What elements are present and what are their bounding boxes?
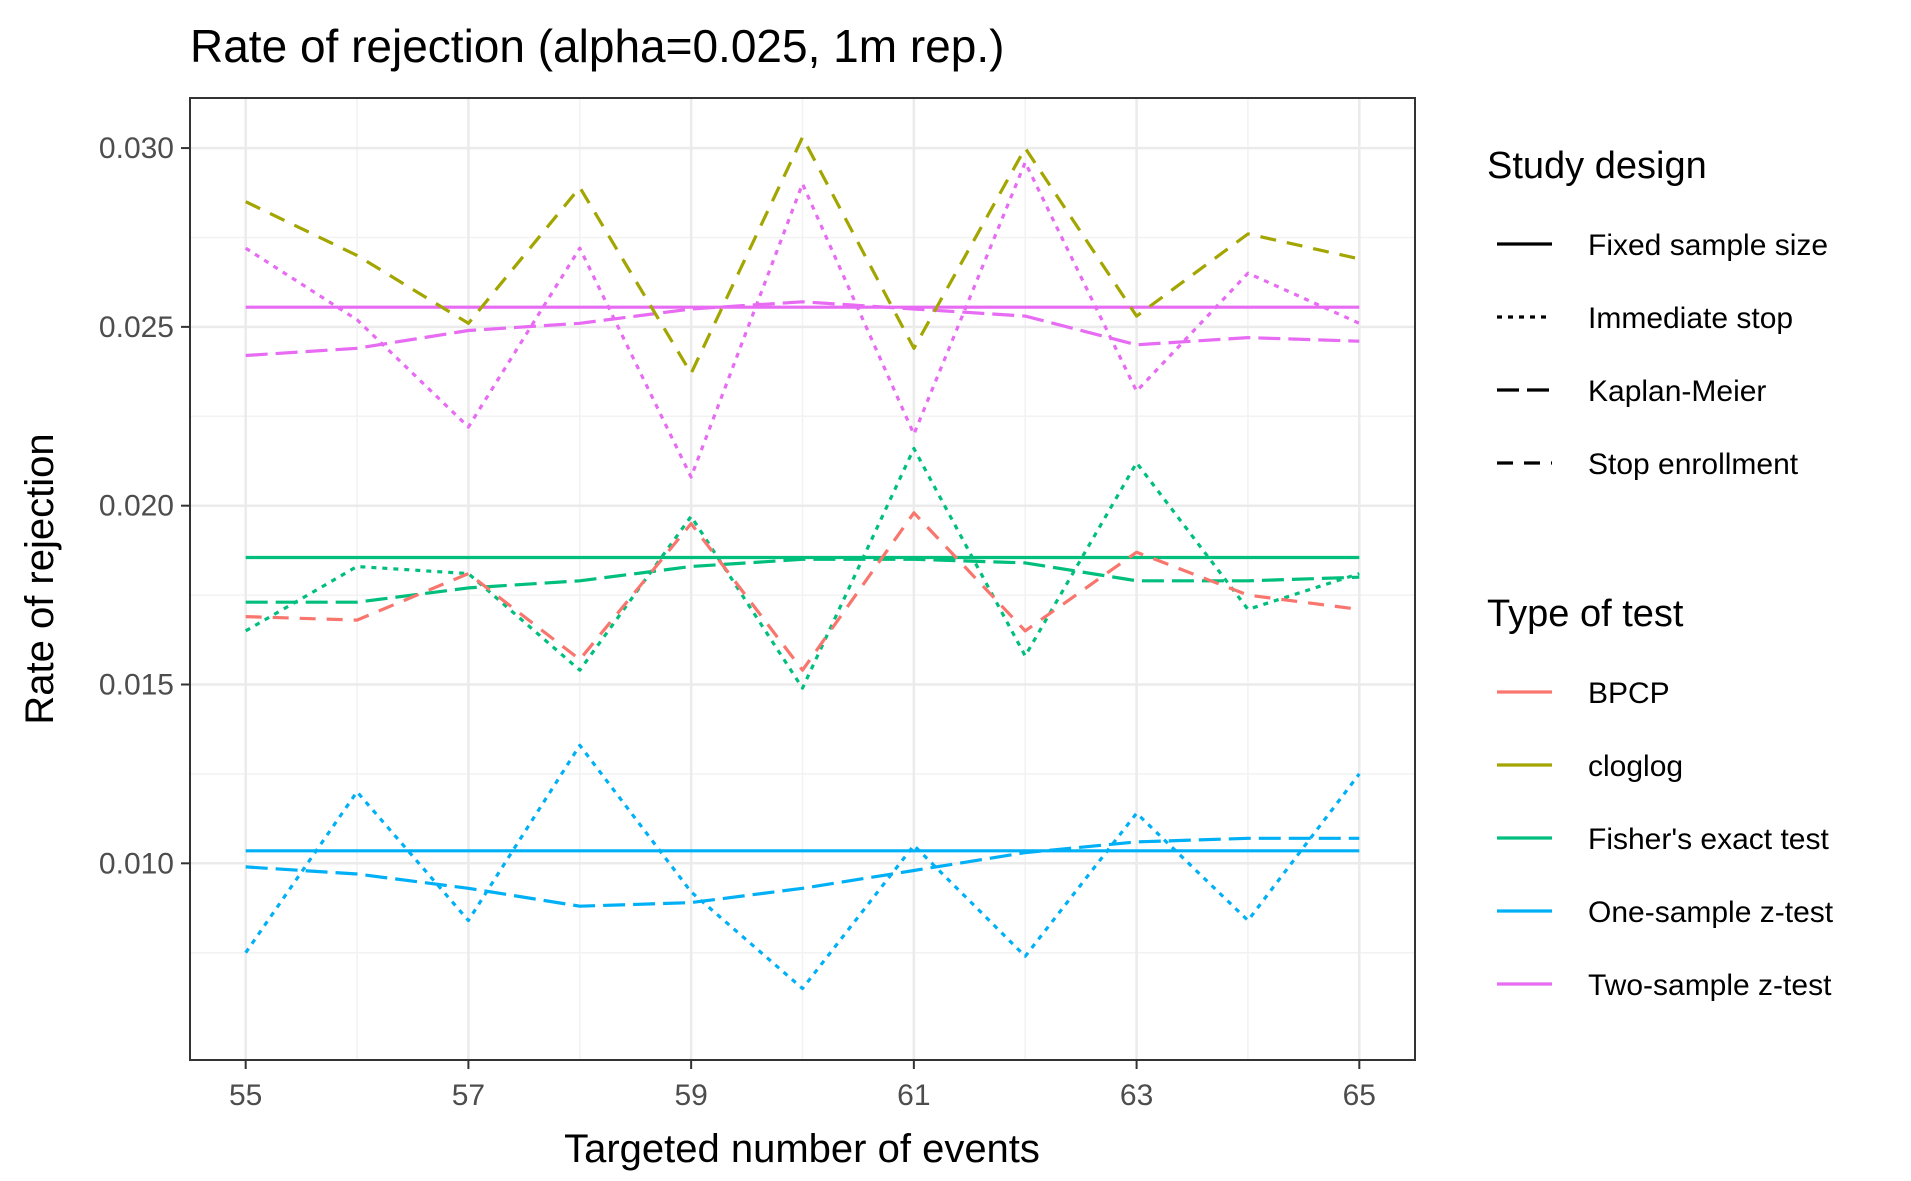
legend-item-one-sample-z-test: One-sample z-test <box>1497 896 1834 929</box>
series-line-two-sample-z-test-kaplan-meier <box>245 300 1360 358</box>
series-line-one-sample-z-test-immediate-stop <box>244 743 1361 991</box>
minor-gridlines <box>190 98 1415 1060</box>
y-tick-label: 0.015 <box>99 668 174 701</box>
y-axis: 0.010 0.015 0.020 0.025 0.030 <box>99 132 190 880</box>
legend-label-bpcp: BPCP <box>1588 677 1670 710</box>
x-tick-label: 55 <box>229 1079 262 1112</box>
legend-item-cloglog: cloglog <box>1497 750 1683 783</box>
y-axis-title: Rate of rejection <box>18 433 62 724</box>
y-tick-label: 0.030 <box>99 132 174 165</box>
legend-label-cloglog: cloglog <box>1588 750 1683 783</box>
legend-item-bpcp: BPCP <box>1497 677 1670 710</box>
x-tick-label: 63 <box>1120 1079 1153 1112</box>
legend-label-fixed-sample-size: Fixed sample size <box>1588 229 1828 262</box>
legend-title-type-of-test: Type of test <box>1487 593 1684 635</box>
legend-item-kaplan-meier: Kaplan-Meier <box>1497 375 1766 408</box>
x-tick-label: 59 <box>674 1079 707 1112</box>
legend-title-study-design: Study design <box>1487 145 1707 187</box>
legend-item-fixed-sample-size: Fixed sample size <box>1497 229 1828 262</box>
series-line-fisher-s-exact-test-kaplan-meier <box>245 557 1360 604</box>
x-tick-label: 65 <box>1343 1079 1376 1112</box>
series-lines <box>244 135 1361 991</box>
legend: Study design Fixed sample size Immediate … <box>1487 145 1834 1002</box>
y-tick-label: 0.025 <box>99 311 174 344</box>
legend-test-items: BPCP cloglog Fisher's exact test One-sample… <box>1497 677 1834 1002</box>
series-line-fisher-s-exact-test-immediate-stop <box>244 446 1360 690</box>
y-tick-label: 0.020 <box>99 490 174 523</box>
legend-study-design-items: Fixed sample size Immediate stop Kaplan-Me… <box>1497 229 1828 481</box>
legend-item-two-sample-z-test: Two-sample z-test <box>1497 969 1832 1002</box>
series-line-one-sample-z-test-kaplan-meier <box>245 836 1360 908</box>
chart-title: Rate of rejection (alpha=0.025, 1m rep.) <box>190 20 1004 72</box>
plot-border <box>189 97 1416 1061</box>
legend-label-stop-enrollment: Stop enrollment <box>1588 448 1799 481</box>
legend-label-two-sample-z-test: Two-sample z-test <box>1588 969 1832 1002</box>
legend-item-immediate-stop: Immediate stop <box>1497 302 1793 335</box>
y-tick-label: 0.010 <box>99 847 174 880</box>
series-line-cloglog-stop-enrollment <box>245 135 1360 375</box>
series-line-bpcp-stop-enrollment <box>245 511 1360 672</box>
x-axis: 55 57 59 61 63 65 <box>229 1060 1376 1112</box>
legend-label-fisher-s-exact-test: Fisher's exact test <box>1588 823 1829 856</box>
x-tick-label: 61 <box>897 1079 930 1112</box>
plot-panel <box>189 97 1416 1061</box>
legend-item-stop-enrollment: Stop enrollment <box>1497 448 1799 481</box>
major-gridlines <box>190 98 1415 1060</box>
legend-item-fisher-s-exact-test: Fisher's exact test <box>1497 823 1829 856</box>
x-tick-label: 57 <box>452 1079 485 1112</box>
series-line-two-sample-z-test-immediate-stop <box>244 160 1360 479</box>
legend-label-kaplan-meier: Kaplan-Meier <box>1588 375 1766 408</box>
x-axis-title: Targeted number of events <box>564 1127 1040 1171</box>
legend-label-immediate-stop: Immediate stop <box>1588 302 1793 335</box>
legend-label-one-sample-z-test: One-sample z-test <box>1588 896 1834 929</box>
